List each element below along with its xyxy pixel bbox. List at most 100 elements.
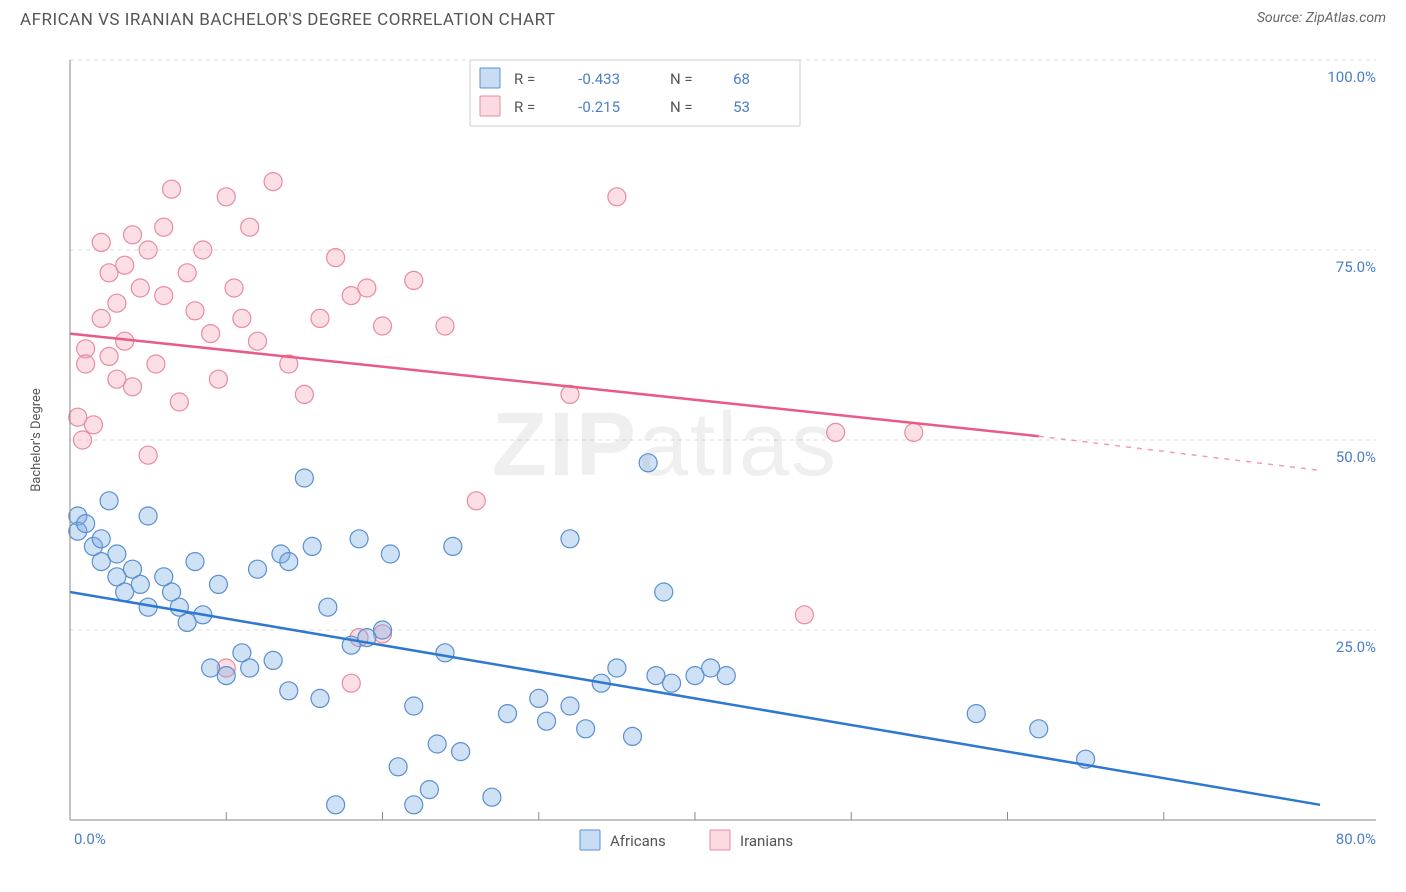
data-point bbox=[561, 530, 579, 548]
data-point bbox=[444, 537, 462, 555]
data-point bbox=[100, 492, 118, 510]
legend-swatch bbox=[480, 68, 500, 88]
x-tick-label: 80.0% bbox=[1336, 830, 1376, 848]
data-point bbox=[217, 188, 235, 206]
data-point bbox=[374, 621, 392, 639]
data-point bbox=[717, 667, 735, 685]
data-point bbox=[499, 705, 517, 723]
data-point bbox=[233, 309, 251, 327]
data-point bbox=[428, 735, 446, 753]
data-point bbox=[624, 727, 642, 745]
data-point bbox=[202, 325, 220, 343]
source-name: ZipAtlas.com bbox=[1306, 10, 1386, 26]
legend-n-value: 68 bbox=[733, 70, 750, 88]
data-point bbox=[538, 712, 556, 730]
data-point bbox=[139, 241, 157, 259]
data-point bbox=[225, 279, 243, 297]
data-point bbox=[241, 659, 259, 677]
data-point bbox=[467, 492, 485, 510]
data-point bbox=[295, 385, 313, 403]
data-point bbox=[436, 317, 454, 335]
data-point bbox=[139, 507, 157, 525]
data-point bbox=[108, 294, 126, 312]
data-point bbox=[381, 545, 399, 563]
data-point bbox=[608, 659, 626, 677]
data-point bbox=[170, 393, 188, 411]
y-tick-label: 75.0% bbox=[1336, 258, 1376, 276]
data-point bbox=[92, 309, 110, 327]
y-tick-label: 50.0% bbox=[1336, 448, 1376, 466]
data-point bbox=[194, 241, 212, 259]
data-point bbox=[530, 689, 548, 707]
data-point bbox=[108, 545, 126, 563]
legend-n-label: N = bbox=[670, 70, 693, 88]
data-point bbox=[311, 309, 329, 327]
legend-n-value: 53 bbox=[733, 98, 750, 116]
legend-swatch bbox=[480, 96, 500, 116]
data-point bbox=[249, 332, 267, 350]
data-point bbox=[639, 454, 657, 472]
legend-swatch bbox=[710, 830, 730, 850]
x-tick-label: 0.0% bbox=[74, 830, 106, 848]
data-point bbox=[186, 553, 204, 571]
data-point bbox=[77, 515, 95, 533]
data-point bbox=[92, 530, 110, 548]
data-point bbox=[655, 583, 673, 601]
source-prefix: Source: bbox=[1257, 10, 1306, 26]
data-point bbox=[350, 530, 368, 548]
chart-title: AFRICAN VS IRANIAN BACHELOR'S DEGREE COR… bbox=[20, 10, 556, 30]
data-point bbox=[84, 416, 102, 434]
data-point bbox=[311, 689, 329, 707]
data-point bbox=[163, 180, 181, 198]
data-point bbox=[186, 302, 204, 320]
data-point bbox=[147, 355, 165, 373]
data-point bbox=[264, 173, 282, 191]
legend-r-value: -0.433 bbox=[578, 70, 620, 88]
data-point bbox=[249, 560, 267, 578]
data-point bbox=[124, 226, 142, 244]
data-point bbox=[74, 431, 92, 449]
data-point bbox=[124, 378, 142, 396]
data-point bbox=[241, 218, 259, 236]
legend-r-value: -0.215 bbox=[578, 98, 620, 116]
data-point bbox=[795, 606, 813, 624]
data-point bbox=[280, 553, 298, 571]
data-point bbox=[319, 598, 337, 616]
data-point bbox=[155, 287, 173, 305]
legend-series-b: Iranians bbox=[740, 832, 793, 850]
y-axis-label: Bachelor's Degree bbox=[29, 388, 44, 492]
data-point bbox=[209, 370, 227, 388]
scatter-chart: ZIPatlasBachelor's Degree25.0%50.0%75.0%… bbox=[20, 40, 1386, 872]
data-point bbox=[561, 697, 579, 715]
legend-r-label: R = bbox=[514, 70, 535, 88]
legend-series-a: Africans bbox=[610, 832, 666, 850]
data-point bbox=[405, 271, 423, 289]
data-point bbox=[608, 188, 626, 206]
data-point bbox=[342, 674, 360, 692]
y-tick-label: 25.0% bbox=[1336, 638, 1376, 656]
data-point bbox=[209, 575, 227, 593]
data-point bbox=[77, 355, 95, 373]
data-point bbox=[389, 758, 407, 776]
data-point bbox=[178, 264, 196, 282]
data-point bbox=[116, 256, 134, 274]
data-point bbox=[483, 788, 501, 806]
data-point bbox=[663, 674, 681, 692]
data-point bbox=[374, 317, 392, 335]
data-point bbox=[905, 423, 923, 441]
chart-area: ZIPatlasBachelor's Degree25.0%50.0%75.0%… bbox=[20, 40, 1386, 872]
data-point bbox=[327, 249, 345, 267]
legend-n-label: N = bbox=[670, 98, 693, 116]
data-point bbox=[577, 720, 595, 738]
data-point bbox=[405, 796, 423, 814]
legend-swatch bbox=[580, 830, 600, 850]
data-point bbox=[100, 347, 118, 365]
source-label: Source: ZipAtlas.com bbox=[1257, 10, 1386, 26]
data-point bbox=[420, 781, 438, 799]
trendline-iranians-extension bbox=[1039, 436, 1320, 470]
data-point bbox=[827, 423, 845, 441]
data-point bbox=[358, 279, 376, 297]
data-point bbox=[436, 644, 454, 662]
data-point bbox=[217, 667, 235, 685]
data-point bbox=[92, 233, 110, 251]
